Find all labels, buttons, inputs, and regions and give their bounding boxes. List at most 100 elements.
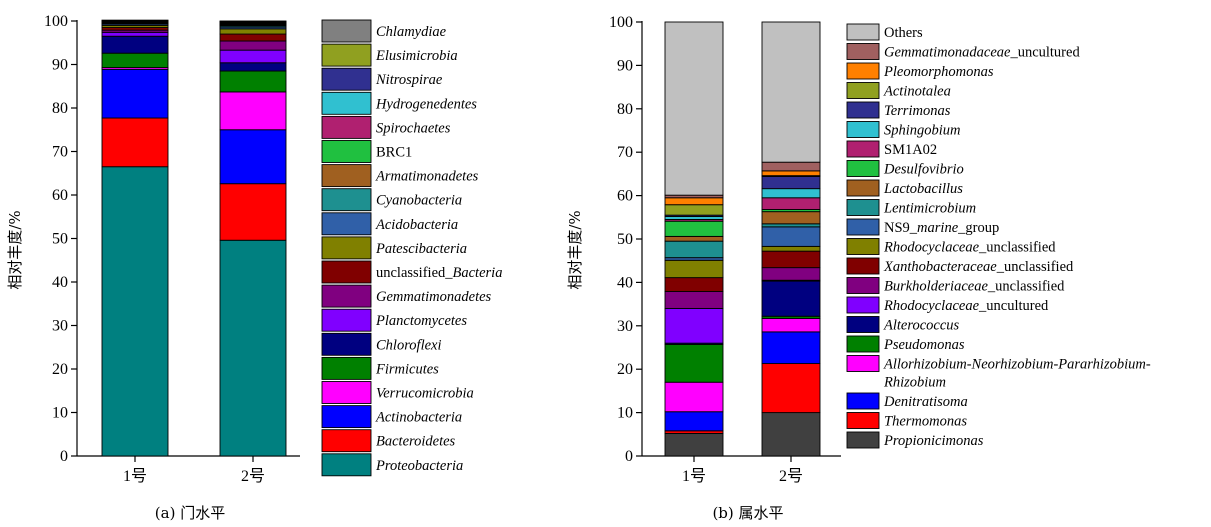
legend-label: Pseudomonas — [883, 337, 965, 353]
legend-swatch — [321, 115, 372, 139]
y-tick-label: 80 — [617, 101, 633, 118]
bar-segment — [219, 129, 287, 185]
bar-segment — [219, 183, 287, 241]
bar-segment — [761, 176, 821, 190]
bar-segment — [761, 226, 821, 247]
y-tick-label: 90 — [52, 57, 68, 74]
legend-swatch — [846, 82, 880, 99]
legend-swatch — [321, 140, 372, 163]
bar-segment — [761, 161, 821, 172]
y-tick-label: 20 — [52, 361, 68, 378]
bar-segment — [664, 240, 724, 259]
legend-label: Chloroflexi — [376, 337, 442, 353]
legend-label: Allorhizobium-Neorhizobium-Pararhizobium… — [883, 357, 1151, 373]
legend-swatch — [321, 284, 372, 308]
bar-segment — [664, 307, 724, 344]
legend-swatch — [846, 355, 880, 372]
bar-segment — [761, 363, 821, 414]
x-tick-label: 1号 — [123, 467, 147, 485]
bar-segment — [219, 28, 287, 35]
y-tick-label: 80 — [52, 100, 68, 117]
legend-label: Bacteroidetes — [376, 434, 456, 450]
legend-swatch — [846, 23, 880, 41]
y-tick-label: 40 — [617, 274, 633, 291]
legend-swatch — [321, 236, 372, 260]
bar-segment — [219, 49, 287, 64]
y-axis-title: 相对丰度/% — [6, 210, 24, 289]
legend-label: Burkholderiaceae_unclassified — [884, 279, 1065, 295]
legend-swatch — [846, 199, 880, 216]
bar-segment — [101, 35, 169, 54]
legend-label: Cyanobacteria — [376, 193, 462, 209]
legend-swatch — [846, 62, 880, 80]
legend-label: Gemmatimonadaceae_uncultured — [884, 45, 1080, 61]
bar-segment — [664, 235, 724, 242]
bar-segment — [664, 291, 724, 309]
bar-segment — [761, 317, 821, 333]
legend-swatch — [321, 332, 372, 356]
legend-label: Planctomycetes — [375, 313, 467, 329]
y-tick-label: 40 — [52, 274, 68, 291]
legend-label: Rhizobium — [883, 375, 946, 391]
bar-segment — [101, 166, 169, 457]
legend-label: Alterococcus — [883, 318, 960, 334]
legend-swatch — [846, 431, 880, 449]
y-tick-label: 30 — [52, 318, 68, 335]
legend-swatch — [321, 43, 372, 67]
legend-label: Actinobacteria — [375, 410, 462, 426]
legend-swatch — [846, 121, 880, 138]
legend-label: Pleomorphomonas — [883, 64, 994, 80]
bar-segment — [219, 70, 287, 93]
legend-label: Elusimicrobia — [375, 48, 458, 64]
legend-swatch — [321, 67, 372, 91]
bar-segment — [761, 331, 821, 365]
legend-swatch — [321, 429, 372, 453]
bar-segment — [664, 277, 724, 292]
bar-segment — [664, 344, 724, 383]
y-tick-label: 0 — [625, 448, 633, 465]
y-tick-label: 100 — [609, 14, 633, 31]
bar-segment — [664, 21, 724, 196]
legend-label: Desulfovibrio — [883, 162, 964, 178]
bar-segment — [101, 31, 169, 37]
legend-label: Thermomonas — [884, 414, 967, 430]
legend-label: Actinotalea — [883, 84, 951, 100]
legend-label: Firmicutes — [375, 361, 439, 377]
bar-segment — [761, 245, 821, 252]
legend-label: Proteobacteria — [375, 458, 463, 474]
bar-segment — [664, 411, 724, 432]
bar-segment — [761, 21, 821, 163]
legend-swatch — [321, 260, 372, 284]
legend-swatch — [846, 140, 880, 158]
bar-segment — [219, 239, 287, 457]
bar-segment — [219, 91, 287, 131]
legend-label: Lactobacillus — [883, 181, 963, 197]
legend-label: Spirochaetes — [376, 120, 451, 136]
bar-segment — [664, 220, 724, 237]
bar-segment — [664, 197, 724, 206]
legend-label: BRC1 — [376, 145, 412, 161]
legend-label: Nitrospirae — [375, 72, 443, 88]
legend-swatch — [846, 218, 880, 236]
panel-caption: (b) 属水平 — [712, 504, 783, 522]
legend-label: unclassified_Bacteria — [376, 265, 502, 281]
y-tick-label: 10 — [52, 405, 68, 422]
legend-label: Xanthobacteraceae_unclassified — [883, 259, 1074, 275]
bar-segment — [761, 170, 821, 177]
legend-label: Others — [884, 25, 923, 41]
y-tick-label: 70 — [617, 144, 633, 161]
y-axis-title: 相对丰度/% — [566, 210, 584, 289]
legend-swatch — [846, 335, 880, 353]
y-tick-label: 100 — [44, 13, 68, 30]
legend-swatch — [846, 277, 880, 294]
y-tick-label: 10 — [617, 405, 633, 422]
legend-label: Verrucomicrobia — [376, 386, 474, 402]
bar-segment — [761, 267, 821, 281]
legend-swatch — [321, 164, 372, 188]
bar-segment — [761, 211, 821, 225]
legend-swatch — [321, 91, 372, 115]
legend-label: SM1A02 — [884, 142, 937, 158]
bar-segment — [219, 40, 287, 51]
bar-segment — [101, 52, 169, 68]
y-tick-label: 60 — [617, 188, 633, 205]
